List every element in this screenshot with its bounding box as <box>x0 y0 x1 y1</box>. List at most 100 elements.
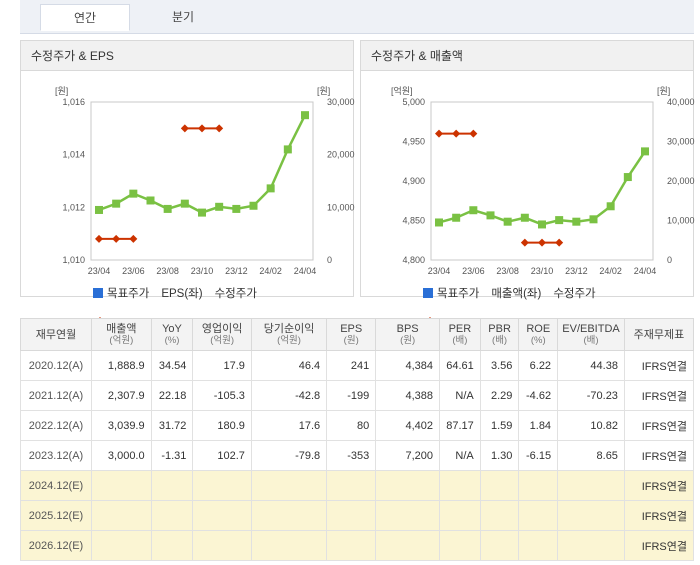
table-cell: 180.9 <box>192 410 252 441</box>
left-tick-label: 4,950 <box>402 137 425 147</box>
table-cell: 17.6 <box>250 410 328 441</box>
tab-annual[interactable]: 연간 <box>40 4 130 31</box>
table-cell: 102.7 <box>192 440 252 471</box>
table-cell: 34.54 <box>150 350 194 381</box>
plot-frame <box>90 101 314 261</box>
column-header-unit: (배) <box>452 334 468 346</box>
table-cell: IFRS연결 <box>623 440 695 471</box>
column-header: 재무연월 <box>19 318 93 351</box>
right-axis-unit: [원] <box>317 86 330 96</box>
column-header-label: 주재무제표 <box>633 328 685 341</box>
table-cell <box>326 530 377 561</box>
legend-target-price[interactable]: 목표주가 <box>423 285 479 301</box>
left-tick-label: 4,800 <box>402 255 425 265</box>
table-cell <box>518 530 559 561</box>
table-cell: 2.29 <box>479 380 520 411</box>
x-tick-label: 24/04 <box>294 266 317 276</box>
table-cell: IFRS연결 <box>623 530 695 561</box>
series-point <box>555 216 564 225</box>
table-cell: -6.15 <box>518 440 559 471</box>
table-cell <box>479 470 520 501</box>
left-tick-label: 4,900 <box>402 176 425 186</box>
x-tick-label: 24/02 <box>599 266 622 276</box>
column-header: BPS (원) <box>375 318 440 351</box>
legend-eps[interactable]: EPS(좌) <box>93 285 203 325</box>
column-header: 주재무제표 <box>623 318 695 351</box>
table-cell <box>150 470 194 501</box>
table-cell: -353 <box>326 440 377 471</box>
legend-sales[interactable]: 매출액(좌) <box>423 285 541 325</box>
series-point <box>95 205 103 214</box>
column-header-unit: (억원) <box>277 334 301 346</box>
series-point <box>112 199 121 208</box>
table-cell: 2,307.9 <box>91 380 152 411</box>
column-header: 영업이익 (억원) <box>192 318 252 351</box>
square-icon <box>423 288 433 298</box>
x-tick-label: 23/10 <box>531 266 554 276</box>
series-point <box>435 218 443 227</box>
row-period: 2022.12(A) <box>19 410 93 441</box>
right-tick-label: 30,000 <box>667 137 695 147</box>
legend-price[interactable]: 수정주가 <box>423 285 596 324</box>
series-point <box>452 129 461 138</box>
left-tick-label: 1,014 <box>62 150 85 160</box>
series-point <box>520 238 529 247</box>
table-cell <box>518 500 559 531</box>
table-cell: IFRS연결 <box>623 470 695 501</box>
table-cell: 3,000.0 <box>91 440 152 471</box>
series-point <box>623 173 632 182</box>
table-cell <box>91 530 152 561</box>
table-row: 2020.12(A) 1,888.9 34.54 17.9 46.4 241 4,384 64… <box>19 350 695 381</box>
chart-legend: 목표주가 EPS(좌) 수정주가 <box>93 285 265 325</box>
column-header-label: ROE <box>526 322 551 335</box>
table-cell <box>557 470 625 501</box>
table-cell <box>150 500 194 531</box>
left-axis-unit: [억원] <box>391 85 413 96</box>
left-tick-label: 1,016 <box>62 97 85 107</box>
right-axis-unit: [원] <box>657 86 670 96</box>
table-cell: 4,384 <box>375 350 440 381</box>
table-cell: 46.4 <box>250 350 328 381</box>
table-row: 2025.12(E) IFRS연결 <box>19 500 695 531</box>
table-cell: 10.82 <box>557 410 625 441</box>
left-tick-label: 1,012 <box>62 202 85 212</box>
table-cell: 1.59 <box>479 410 520 441</box>
column-header-unit: (원) <box>400 334 416 346</box>
x-tick-label: 23/04 <box>428 266 451 276</box>
series-point <box>198 124 206 133</box>
column-header: EV/EBITDA (배) <box>557 318 625 351</box>
legend-target-price[interactable]: 목표주가 <box>93 285 149 301</box>
series-point <box>503 217 512 226</box>
table-cell: -199 <box>326 380 377 411</box>
series-point <box>163 204 172 213</box>
table-cell: 4,388 <box>375 380 440 411</box>
series-point <box>95 234 103 243</box>
series-point <box>198 208 206 217</box>
tab-quarterly[interactable]: 분기 <box>171 10 195 24</box>
table-cell: 17.9 <box>192 350 252 381</box>
table-cell: 64.61 <box>439 350 481 381</box>
left-tick-label: 4,850 <box>402 216 425 226</box>
right-tick-label: 10,000 <box>667 216 695 226</box>
legend-price[interactable]: 수정주가 <box>93 285 257 324</box>
table-cell <box>250 470 328 501</box>
column-header-label: YoY <box>162 322 182 335</box>
period-tabbar: 연간 분기 <box>20 0 694 34</box>
column-header-label: PBR <box>488 322 511 335</box>
right-tick-label: 20,000 <box>327 150 355 160</box>
table-cell <box>439 470 481 501</box>
column-header-unit: (억원) <box>109 334 134 346</box>
x-tick-label: 23/12 <box>565 266 588 276</box>
x-tick-label: 24/02 <box>259 266 282 276</box>
chart-panel-sales: 수정주가 & 매출액 [억원] [원] 5,000 4,950 4,900 4,850 4,… <box>360 40 695 325</box>
right-tick-label: 40,000 <box>667 97 695 107</box>
table-row: 2022.12(A) 3,039.9 31.72 180.9 17.6 80 4,402 87… <box>19 410 695 441</box>
column-header: 당기순이익 (억원) <box>250 318 328 351</box>
table-cell <box>375 470 440 501</box>
table-cell: 22.18 <box>150 380 194 411</box>
table-cell: 8.65 <box>557 440 625 471</box>
financial-table: 재무연월 매출액 (억원) YoY (%) 영업이익 (억원) 당기순이익 (억원) EPS (원)… <box>19 318 695 561</box>
x-tick-label: 23/06 <box>122 266 145 276</box>
table-cell <box>91 470 152 501</box>
series-point <box>180 199 189 208</box>
